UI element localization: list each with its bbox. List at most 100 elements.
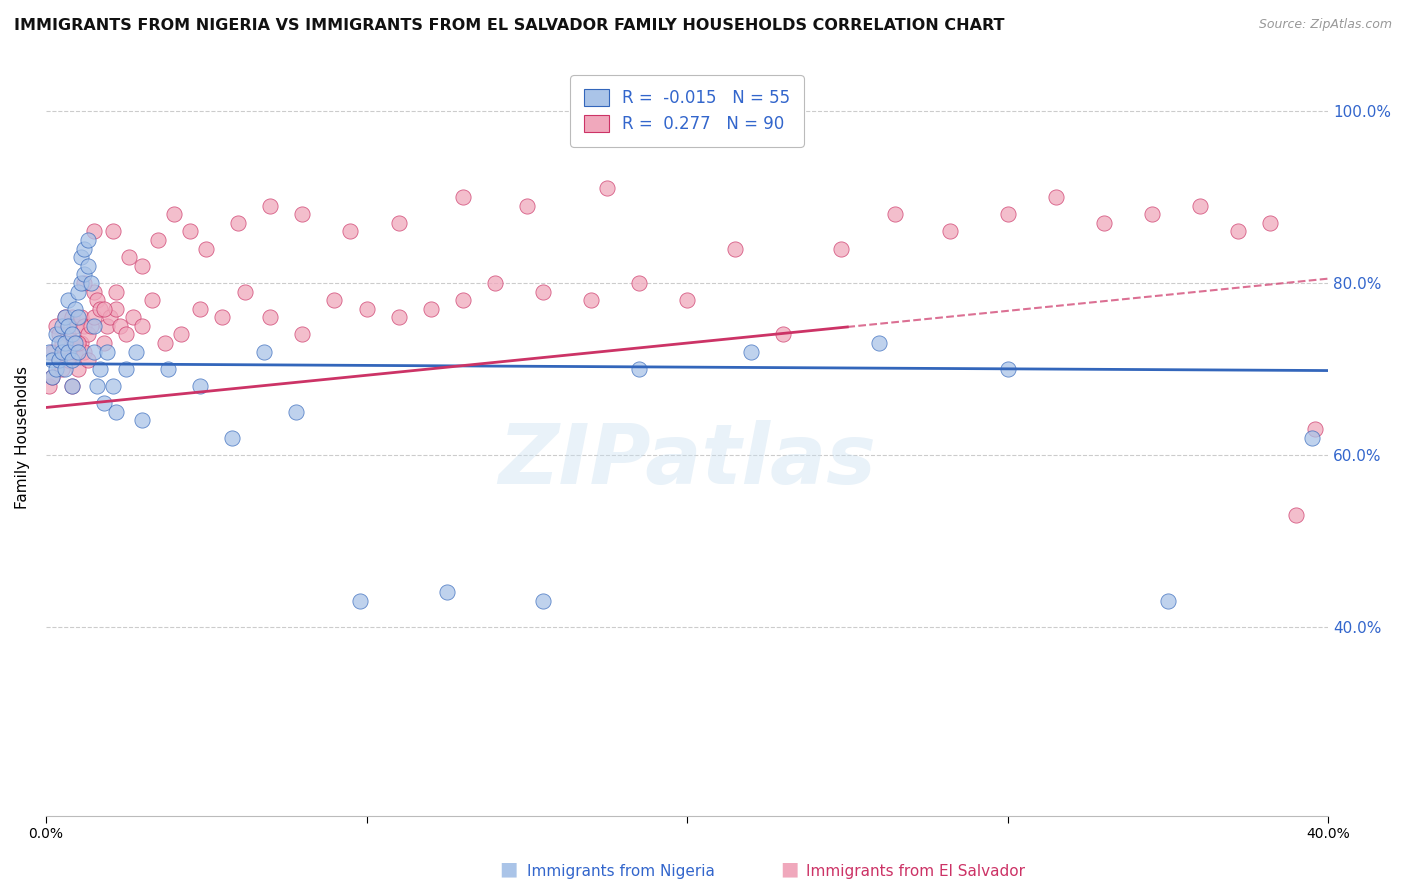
Point — [96, 344, 118, 359]
Point — [103, 379, 125, 393]
Legend: R =  -0.015   N = 55, R =  0.277   N = 90: R = -0.015 N = 55, R = 0.277 N = 90 — [571, 76, 804, 147]
Point — [153, 336, 176, 351]
Point — [436, 585, 458, 599]
Point — [221, 431, 243, 445]
Point — [188, 301, 211, 316]
Point — [997, 207, 1019, 221]
Point — [451, 190, 474, 204]
Point — [83, 318, 105, 333]
Point — [70, 250, 93, 264]
Point — [76, 327, 98, 342]
Point — [349, 594, 371, 608]
Point — [1301, 431, 1323, 445]
Point — [86, 379, 108, 393]
Point — [86, 293, 108, 307]
Text: ■: ■ — [780, 860, 799, 879]
Point — [83, 224, 105, 238]
Point — [51, 336, 73, 351]
Point — [51, 318, 73, 333]
Point — [1227, 224, 1250, 238]
Point — [1140, 207, 1163, 221]
Point — [884, 207, 907, 221]
Point — [66, 285, 89, 299]
Point — [259, 310, 281, 325]
Point — [579, 293, 602, 307]
Point — [76, 233, 98, 247]
Point — [41, 344, 63, 359]
Point — [73, 318, 96, 333]
Point — [58, 318, 80, 333]
Point — [419, 301, 441, 316]
Point — [89, 301, 111, 316]
Text: Immigrants from El Salvador: Immigrants from El Salvador — [806, 863, 1025, 879]
Point — [45, 361, 67, 376]
Point — [211, 310, 233, 325]
Point — [163, 207, 186, 221]
Point — [156, 361, 179, 376]
Point — [38, 379, 60, 393]
Point — [1305, 422, 1327, 436]
Point — [58, 327, 80, 342]
Point — [125, 344, 148, 359]
Point — [80, 318, 103, 333]
Point — [73, 344, 96, 359]
Point — [96, 318, 118, 333]
Point — [1157, 594, 1180, 608]
Point — [484, 276, 506, 290]
Point — [93, 396, 115, 410]
Text: IMMIGRANTS FROM NIGERIA VS IMMIGRANTS FROM EL SALVADOR FAMILY HOUSEHOLDS CORRELA: IMMIGRANTS FROM NIGERIA VS IMMIGRANTS FR… — [14, 18, 1004, 33]
Point — [66, 336, 89, 351]
Point — [48, 336, 70, 351]
Point — [939, 224, 962, 238]
Point — [51, 344, 73, 359]
Point — [73, 268, 96, 282]
Point — [48, 327, 70, 342]
Point — [93, 301, 115, 316]
Point — [531, 285, 554, 299]
Point — [60, 379, 83, 393]
Point — [339, 224, 361, 238]
Point — [1045, 190, 1067, 204]
Point — [291, 207, 314, 221]
Point — [66, 344, 89, 359]
Point — [41, 370, 63, 384]
Point — [51, 361, 73, 376]
Point — [141, 293, 163, 307]
Point — [259, 199, 281, 213]
Point — [253, 344, 276, 359]
Point — [531, 594, 554, 608]
Point — [285, 405, 308, 419]
Point — [53, 361, 76, 376]
Point — [1188, 199, 1211, 213]
Point — [70, 276, 93, 290]
Point — [66, 361, 89, 376]
Point — [121, 310, 143, 325]
Point — [48, 353, 70, 368]
Point — [169, 327, 191, 342]
Point — [76, 353, 98, 368]
Point — [291, 327, 314, 342]
Point — [131, 259, 153, 273]
Point — [108, 318, 131, 333]
Point — [103, 224, 125, 238]
Point — [115, 327, 138, 342]
Point — [41, 353, 63, 368]
Point — [60, 336, 83, 351]
Point — [740, 344, 762, 359]
Point — [997, 361, 1019, 376]
Point — [45, 327, 67, 342]
Point — [356, 301, 378, 316]
Point — [73, 276, 96, 290]
Point — [73, 242, 96, 256]
Point — [98, 310, 121, 325]
Point — [596, 181, 619, 195]
Point — [41, 370, 63, 384]
Point — [195, 242, 218, 256]
Point — [724, 242, 747, 256]
Point — [53, 310, 76, 325]
Point — [53, 310, 76, 325]
Point — [63, 344, 86, 359]
Point — [516, 199, 538, 213]
Point — [83, 285, 105, 299]
Point — [66, 336, 89, 351]
